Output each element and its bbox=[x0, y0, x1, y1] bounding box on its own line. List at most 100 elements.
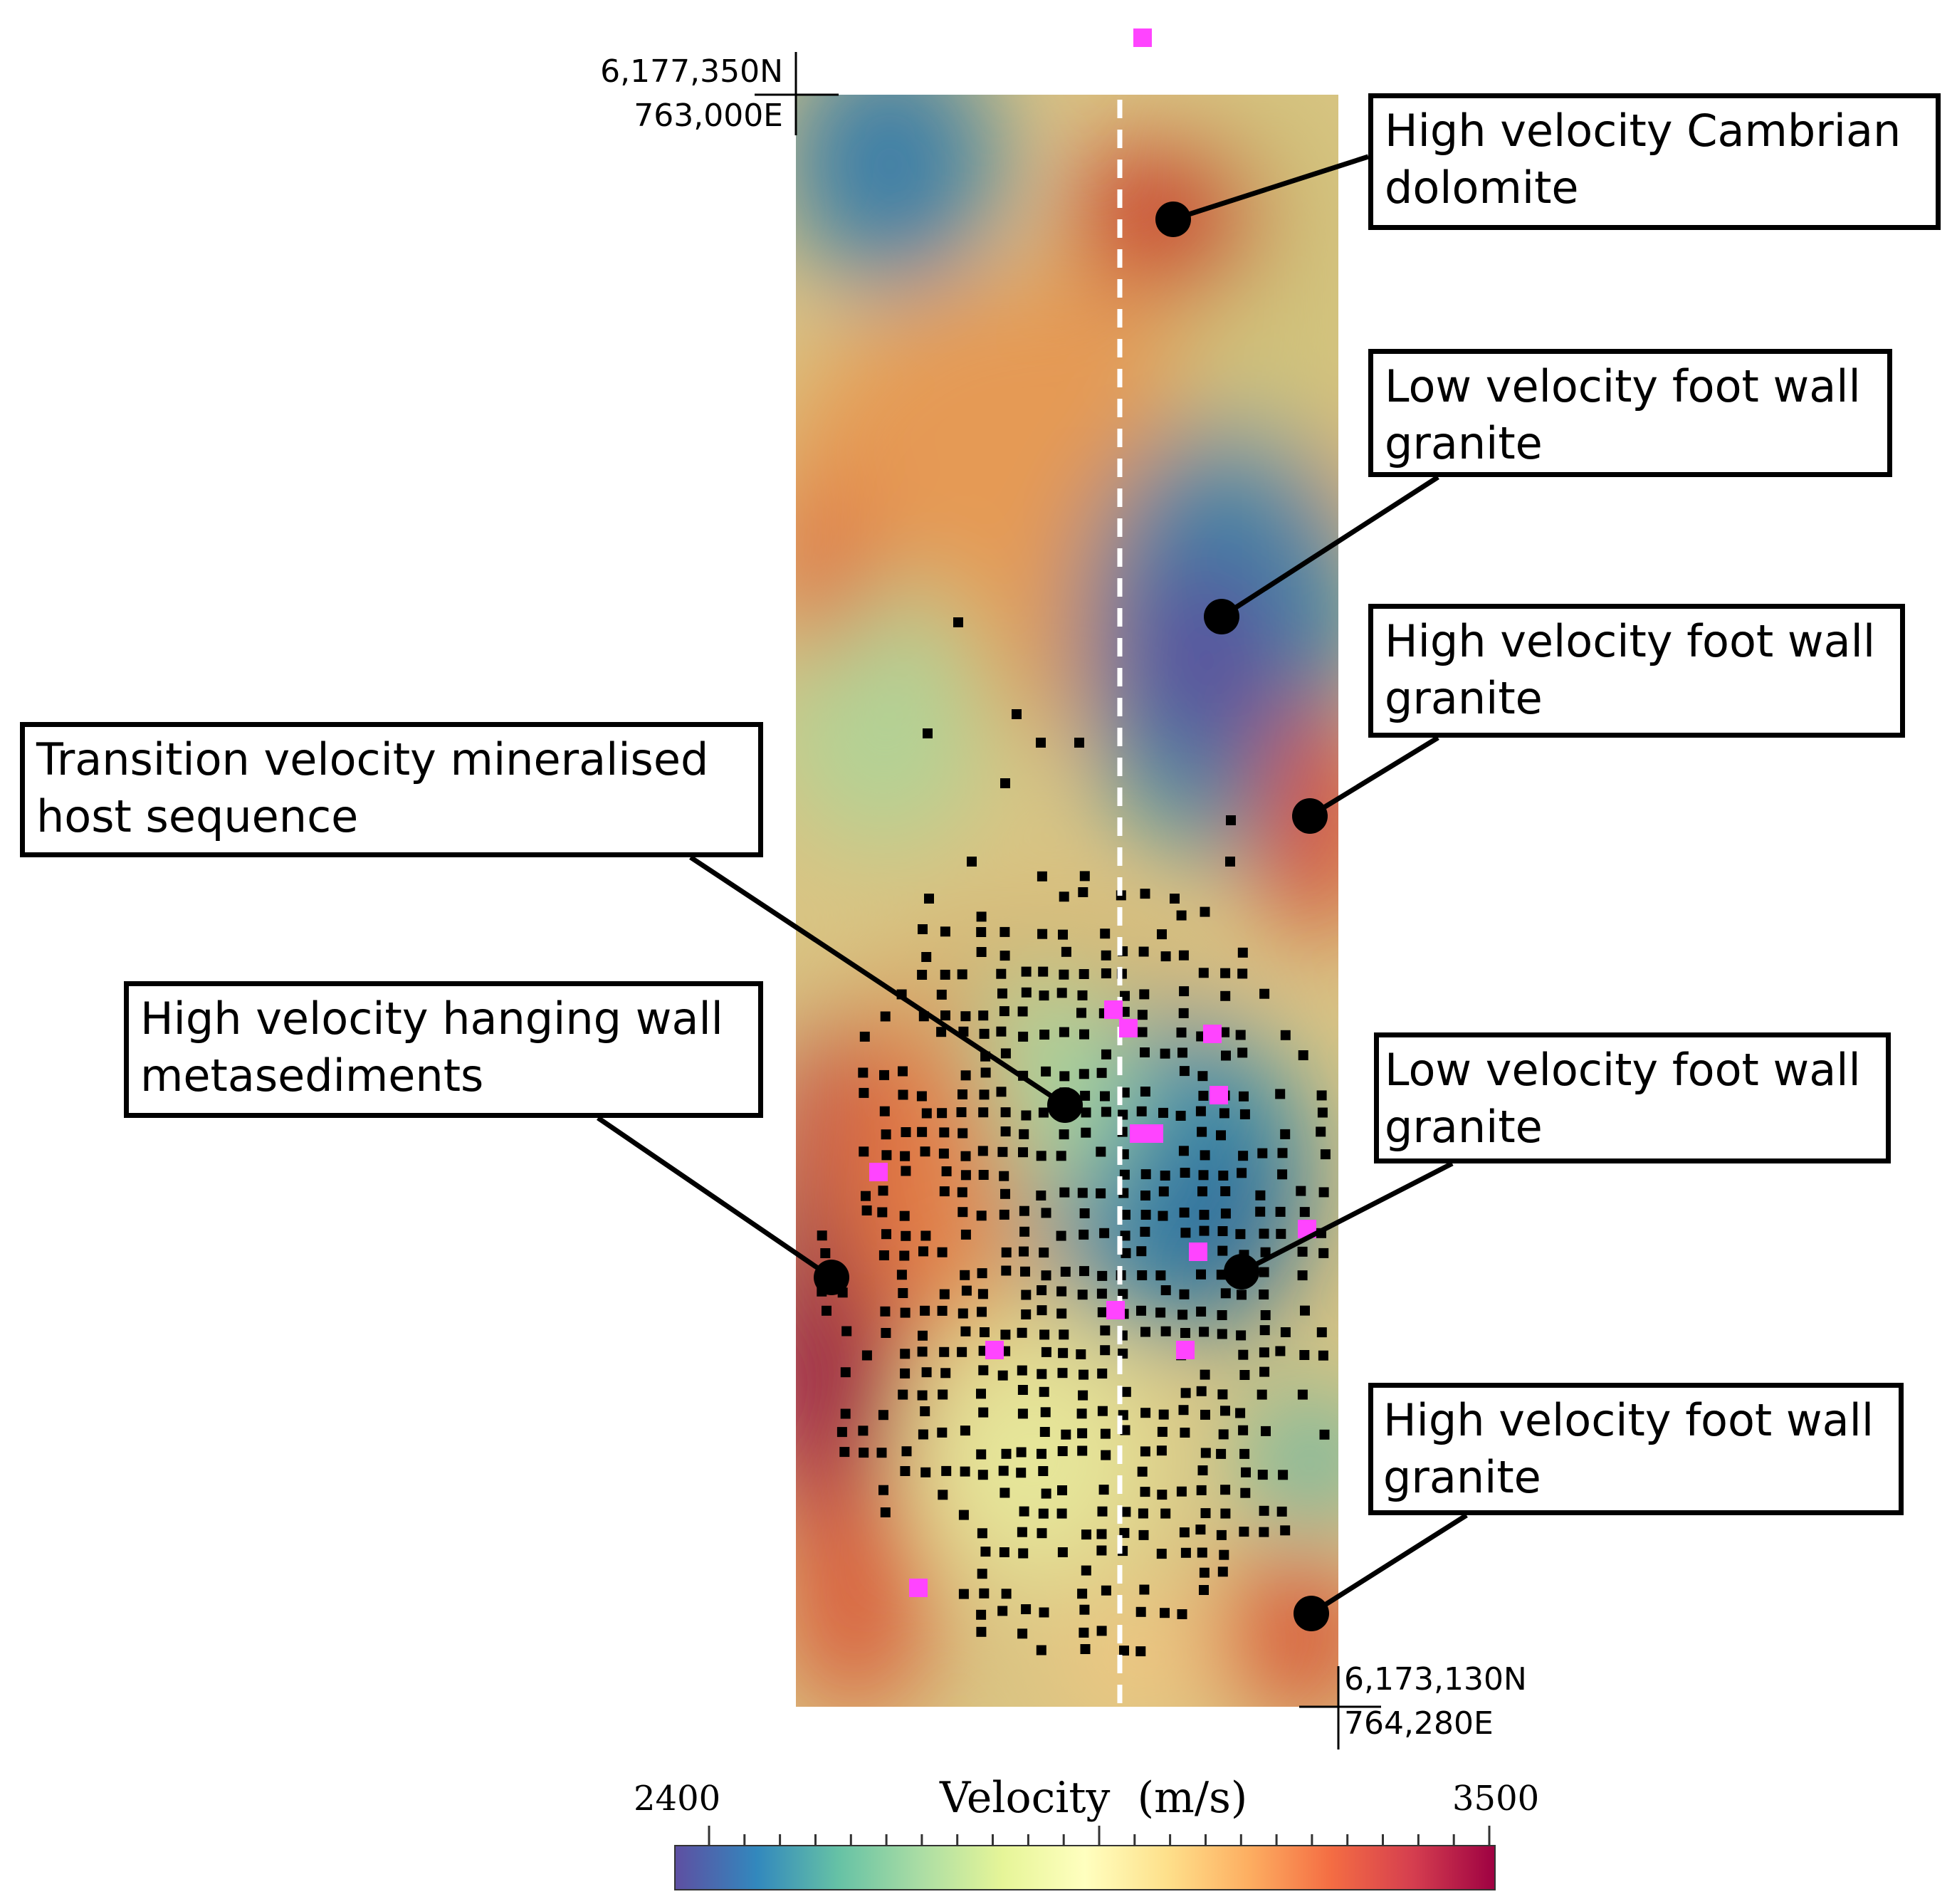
receiver-marker bbox=[1097, 1270, 1108, 1281]
receiver-marker bbox=[1018, 1548, 1029, 1559]
receiver-marker bbox=[1138, 1508, 1148, 1519]
receiver-marker bbox=[876, 1448, 887, 1458]
receiver-marker bbox=[978, 1365, 989, 1376]
receiver-marker bbox=[1097, 1406, 1108, 1416]
receiver-marker bbox=[960, 1170, 971, 1181]
receiver-marker bbox=[1097, 1506, 1108, 1517]
receiver-marker bbox=[923, 728, 933, 738]
receiver-marker bbox=[920, 1230, 931, 1241]
callout-line: metasediments bbox=[140, 1050, 484, 1102]
receiver-marker bbox=[1017, 1006, 1028, 1017]
colorbar-gradient bbox=[674, 1845, 1496, 1890]
receiver-marker bbox=[976, 1210, 987, 1221]
anchor-dot bbox=[1292, 798, 1328, 834]
receiver-marker bbox=[1219, 1108, 1229, 1119]
receiver-marker bbox=[1017, 1408, 1028, 1419]
receiver-marker bbox=[1238, 1425, 1249, 1435]
receiver-marker bbox=[1000, 951, 1010, 961]
easting-top-left: 763,000E bbox=[634, 98, 783, 134]
receiver-marker bbox=[1140, 1210, 1151, 1220]
receiver-marker bbox=[1198, 1090, 1209, 1101]
receiver-marker bbox=[1038, 966, 1049, 977]
receiver-marker bbox=[1259, 988, 1270, 999]
receiver-marker bbox=[1059, 1187, 1070, 1198]
receiver-marker bbox=[1056, 1151, 1066, 1161]
receiver-marker bbox=[1217, 1389, 1228, 1400]
receiver-marker bbox=[1300, 1305, 1310, 1316]
receiver-marker bbox=[1157, 929, 1167, 940]
receiver-marker bbox=[1140, 1446, 1150, 1457]
callout-line: Low velocity foot wall bbox=[1385, 1044, 1861, 1096]
receiver-marker bbox=[939, 1346, 950, 1357]
receiver-marker bbox=[1140, 1226, 1150, 1237]
receiver-marker bbox=[958, 1589, 969, 1599]
receiver-marker bbox=[1316, 1126, 1326, 1137]
receiver-marker bbox=[1318, 1187, 1329, 1198]
receiver-marker bbox=[1278, 1470, 1289, 1480]
receiver-marker bbox=[1220, 990, 1231, 1001]
receiver-marker bbox=[1237, 1290, 1247, 1300]
leader-line bbox=[1220, 475, 1439, 619]
receiver-marker bbox=[1100, 1091, 1110, 1102]
receiver-marker bbox=[1239, 1448, 1250, 1459]
northing-top-left: 6,177,350N bbox=[600, 53, 783, 90]
receiver-marker bbox=[1098, 1485, 1109, 1495]
receiver-marker bbox=[1160, 1171, 1170, 1181]
receiver-marker bbox=[1081, 1565, 1091, 1576]
receiver-marker bbox=[1259, 1267, 1269, 1277]
source-stations bbox=[869, 28, 1316, 1597]
source-marker bbox=[1210, 1086, 1228, 1104]
receiver-marker bbox=[1041, 1346, 1051, 1357]
receiver-marker bbox=[979, 1089, 990, 1100]
receiver-marker bbox=[1061, 1429, 1071, 1440]
receiver-marker bbox=[817, 1230, 827, 1241]
receiver-marker bbox=[960, 1151, 971, 1161]
receiver-marker bbox=[1059, 1329, 1069, 1340]
receiver-marker bbox=[1180, 1228, 1191, 1238]
receiver-marker bbox=[1259, 1347, 1269, 1358]
receiver-marker bbox=[1096, 1146, 1106, 1157]
receiver-marker bbox=[1001, 1589, 1012, 1599]
receiver-marker bbox=[1017, 1527, 1027, 1537]
receiver-marker bbox=[1277, 1169, 1288, 1180]
receiver-marker bbox=[1259, 1366, 1270, 1377]
receiver-marker bbox=[1137, 1466, 1148, 1477]
receiver-marker bbox=[1198, 968, 1209, 978]
receiver-marker bbox=[1180, 1428, 1190, 1438]
receiver-marker bbox=[898, 1089, 908, 1100]
receiver-marker bbox=[957, 1207, 968, 1218]
receiver-marker bbox=[1180, 1388, 1191, 1398]
receiver-marker bbox=[977, 1470, 988, 1480]
receiver-marker bbox=[1179, 1066, 1190, 1077]
receiver-marker bbox=[1259, 1228, 1269, 1239]
receiver-marker bbox=[1180, 1547, 1191, 1558]
receiver-marker bbox=[1101, 1049, 1111, 1060]
receiver-marker bbox=[1241, 1467, 1251, 1477]
receiver-marker bbox=[1080, 1644, 1091, 1654]
receiver-marker bbox=[1158, 1107, 1168, 1118]
receiver-marker bbox=[1101, 1450, 1111, 1460]
receiver-marker bbox=[1000, 1126, 1011, 1136]
receiver-marker bbox=[1058, 1348, 1069, 1359]
callout-line: dolomite bbox=[1385, 162, 1579, 214]
receiver-marker bbox=[1077, 1290, 1088, 1300]
receiver-marker bbox=[1237, 947, 1248, 958]
receiver-marker bbox=[1179, 986, 1190, 997]
receiver-marker bbox=[881, 1328, 891, 1338]
receiver-marker bbox=[960, 1011, 971, 1022]
receiver-marker bbox=[976, 927, 987, 937]
receiver-marker bbox=[1019, 1205, 1029, 1216]
receiver-marker bbox=[918, 1330, 928, 1341]
receiver-marker bbox=[924, 894, 934, 904]
receiver-marker bbox=[977, 1146, 988, 1156]
receiver-marker bbox=[1158, 1210, 1168, 1221]
receiver-marker bbox=[1220, 1208, 1231, 1219]
source-marker bbox=[1203, 1025, 1222, 1043]
receiver-marker bbox=[1136, 1305, 1146, 1316]
receiver-marker bbox=[999, 1209, 1009, 1220]
receiver-marker bbox=[1079, 1369, 1088, 1380]
receiver-marker bbox=[901, 1166, 911, 1176]
receiver-marker bbox=[1235, 1229, 1246, 1240]
callout-line: High velocity Cambrian bbox=[1385, 105, 1901, 157]
receiver-marker bbox=[1096, 1288, 1107, 1299]
